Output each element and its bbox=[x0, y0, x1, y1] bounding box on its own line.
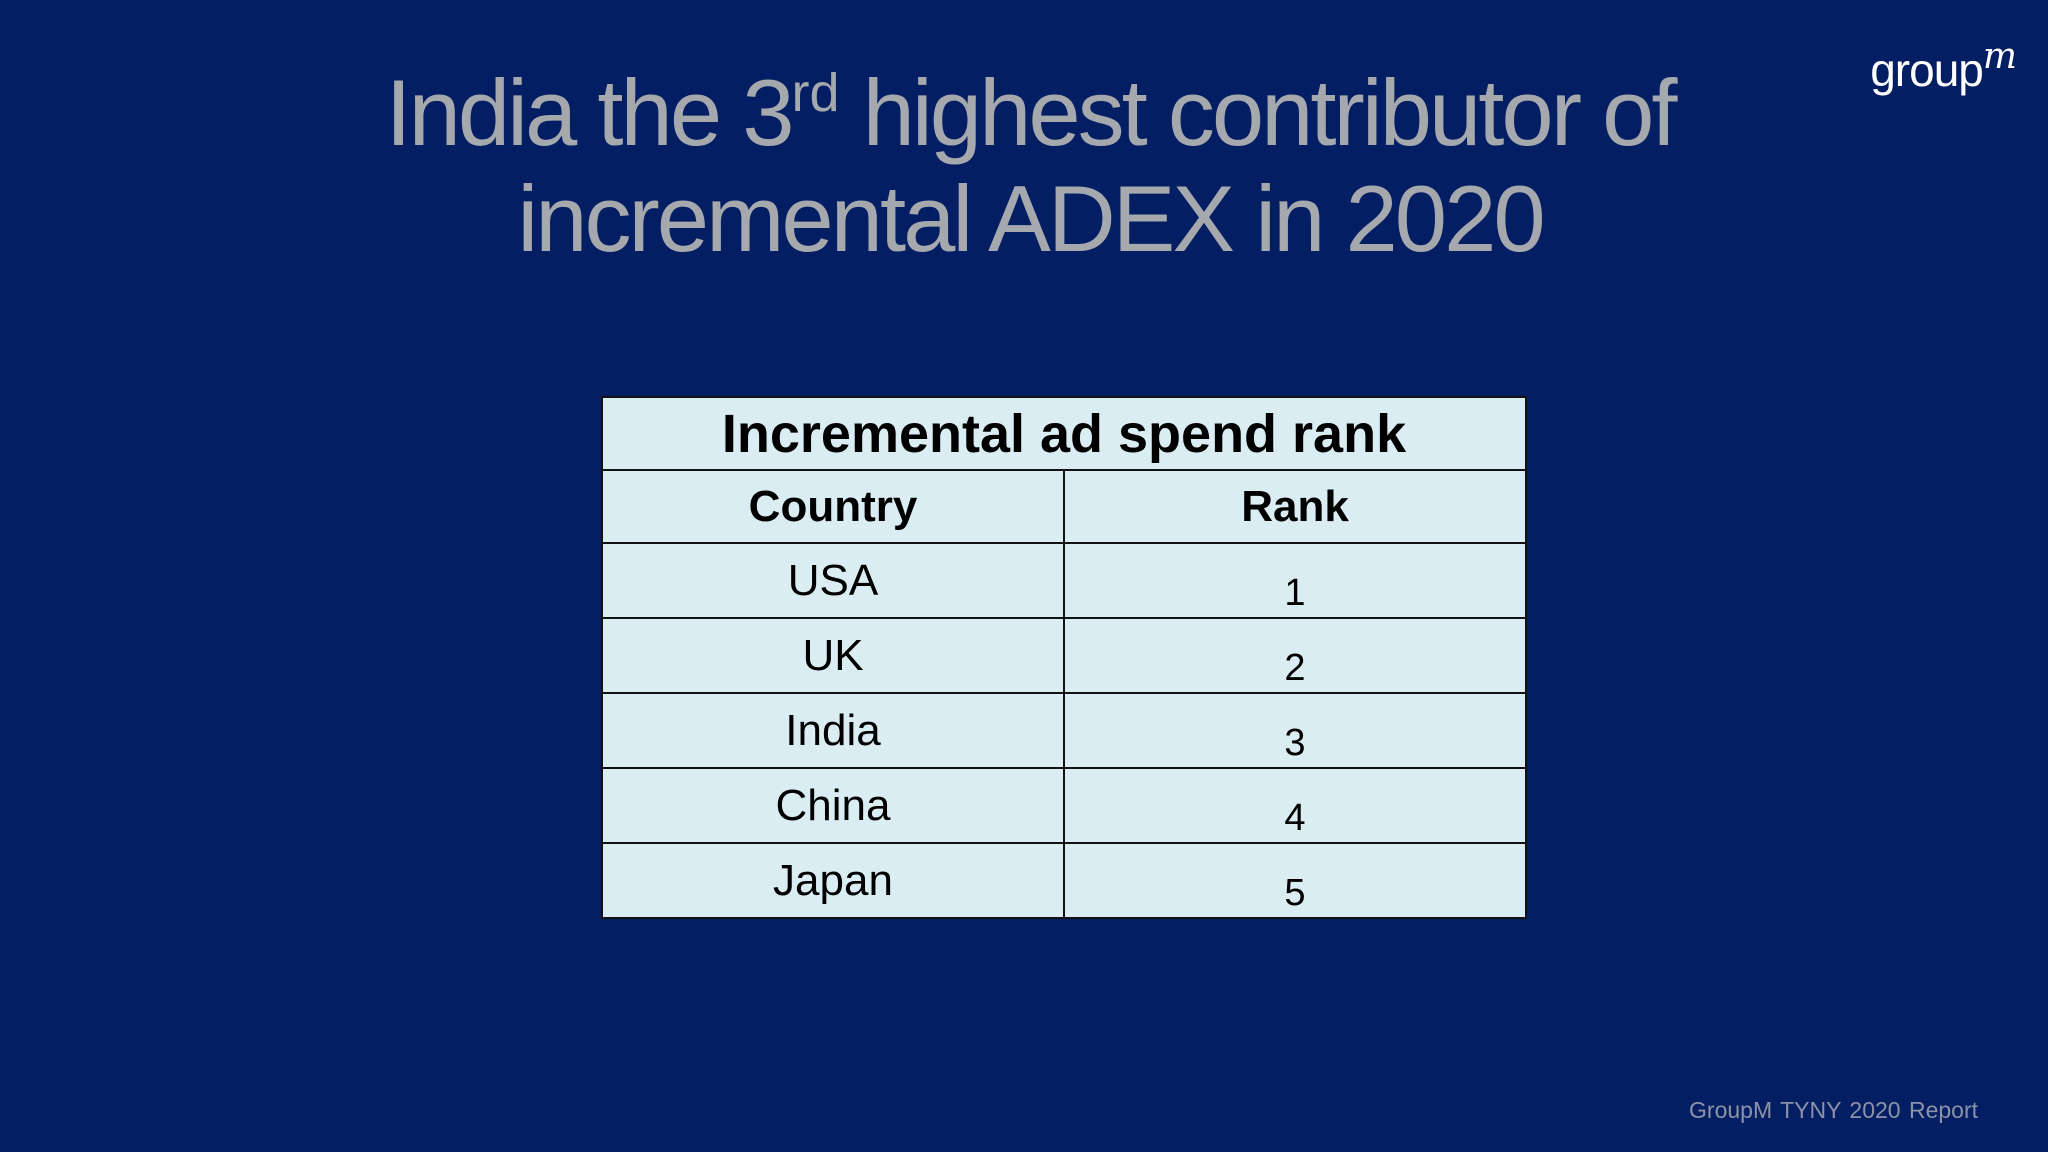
column-header-rank: Rank bbox=[1063, 469, 1527, 544]
table-row: India 3 bbox=[601, 692, 1527, 769]
column-header-country: Country bbox=[601, 469, 1065, 544]
table-row: China 4 bbox=[601, 767, 1527, 844]
rank-cell: 2 bbox=[1063, 617, 1527, 694]
rank-cell: 5 bbox=[1063, 842, 1527, 919]
title-line1-end: highest contributor of bbox=[839, 60, 1678, 165]
table-title-row: Incremental ad spend rank bbox=[601, 396, 1527, 471]
footer-source: GroupM TYNY 2020 Report bbox=[1689, 1097, 1978, 1123]
table-row: UK 2 bbox=[601, 617, 1527, 694]
slide-title: India the 3rd highest contributor of incr… bbox=[330, 60, 1730, 272]
table-header-row: Country Rank bbox=[601, 469, 1527, 544]
rank-cell: 3 bbox=[1063, 692, 1527, 769]
table-title: Incremental ad spend rank bbox=[601, 396, 1527, 471]
logo-m: m bbox=[1982, 36, 2017, 77]
logo-text: group bbox=[1870, 44, 1984, 96]
country-cell: UK bbox=[601, 617, 1065, 694]
title-line2: incremental ADEX in 2020 bbox=[517, 166, 1545, 271]
table-row: USA 1 bbox=[601, 542, 1527, 619]
title-superscript: rd bbox=[791, 63, 840, 123]
groupm-logo: groupm bbox=[1870, 36, 2017, 97]
rank-table: Incremental ad spend rank Country Rank U… bbox=[601, 396, 1527, 919]
country-cell: China bbox=[601, 767, 1065, 844]
title-line1-start: India the 3 bbox=[385, 60, 794, 165]
rank-cell: 4 bbox=[1063, 767, 1527, 844]
rank-cell: 1 bbox=[1063, 542, 1527, 619]
table-row: Japan 5 bbox=[601, 842, 1527, 919]
country-cell: Japan bbox=[601, 842, 1065, 919]
country-cell: India bbox=[601, 692, 1065, 769]
country-cell: USA bbox=[601, 542, 1065, 619]
